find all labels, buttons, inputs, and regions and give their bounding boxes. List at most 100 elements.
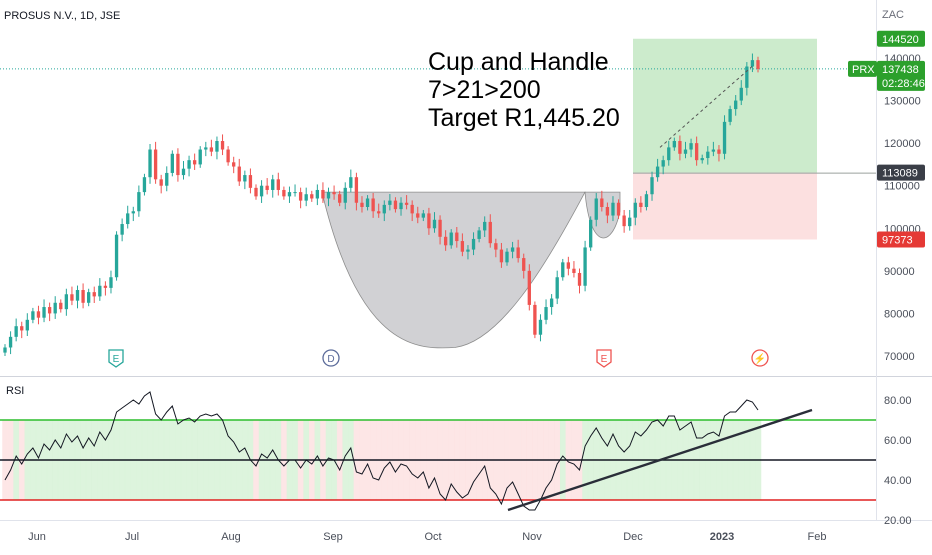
candle-body <box>382 204 386 214</box>
candle-body <box>271 179 275 190</box>
rsi-support-trendline <box>507 408 813 512</box>
time-tick-label: Aug <box>221 531 241 543</box>
position-zones <box>633 38 876 240</box>
entry-badge-bg <box>877 164 925 181</box>
candle-body <box>633 202 637 218</box>
time-tick-label: Jun <box>28 531 46 543</box>
event-marker-label: E <box>601 354 608 365</box>
candle-body <box>53 302 57 314</box>
candle-body <box>443 236 448 246</box>
candle-body <box>265 185 269 190</box>
price-tick-label: 120000 <box>884 138 921 150</box>
candle-body <box>700 158 704 161</box>
candle-body <box>204 147 208 150</box>
candle-body <box>165 172 169 186</box>
candle-body <box>109 277 113 288</box>
candle-body <box>650 177 654 195</box>
candle-body <box>187 160 191 169</box>
rsi-title: RSI <box>6 385 24 397</box>
candle-body <box>499 249 504 263</box>
candle-body <box>427 213 431 229</box>
candle-body <box>449 232 453 246</box>
candle-body <box>131 211 135 214</box>
rsi-series <box>4 391 759 511</box>
countdown-text: 02:28:46 <box>882 78 925 90</box>
candle-body <box>81 290 85 303</box>
candle-body <box>304 194 308 201</box>
candle-body <box>689 143 693 150</box>
candle-body <box>137 192 141 212</box>
candle-body <box>371 198 375 212</box>
candle-body <box>745 66 749 88</box>
candle-body <box>70 294 74 301</box>
candle-body <box>170 153 174 173</box>
rsi-axis[interactable]: 80.00 60.00 40.00 20.00 <box>884 395 912 527</box>
candle-body <box>388 200 392 205</box>
candle-body <box>438 219 442 237</box>
loss-zone <box>633 172 817 240</box>
candle-body <box>153 149 158 180</box>
time-tick-label: 2023 <box>710 531 734 543</box>
price-tick-label: 70000 <box>884 351 915 363</box>
candle-body <box>332 192 336 195</box>
candle-body <box>594 198 598 220</box>
candle-body <box>622 215 626 227</box>
event-marker-label: ⚡ <box>754 352 766 365</box>
candle-body <box>611 202 615 216</box>
candle-body <box>293 192 297 194</box>
candle-body <box>678 141 682 154</box>
candle-body <box>717 149 721 154</box>
candle-body <box>42 307 46 318</box>
candle-body <box>505 251 509 263</box>
cup-shape <box>321 191 586 349</box>
candle-body <box>259 185 264 197</box>
candle-body <box>644 194 649 207</box>
candle-body <box>628 217 632 227</box>
candle-body <box>494 243 498 250</box>
candle-body <box>477 230 481 239</box>
candle-body <box>538 319 543 335</box>
symbol-title[interactable]: PROSUS N.V., 1D, JSE <box>4 10 120 22</box>
candlestick-series <box>3 53 760 356</box>
candle-body <box>734 100 738 110</box>
time-axis[interactable]: Jun Jul Aug Sep Oct Nov Dec 2023 Feb <box>28 531 826 543</box>
candle-body <box>276 179 280 190</box>
dividend-icon: D <box>322 349 340 367</box>
candle-body <box>220 141 225 150</box>
split-icon: ⚡ <box>751 349 769 367</box>
candle-body <box>326 192 331 199</box>
candle-body <box>315 189 320 199</box>
candle-body <box>488 221 492 244</box>
candle-body <box>47 307 52 314</box>
candle-body <box>36 311 41 318</box>
target-badge-bg <box>877 30 925 47</box>
candle-body <box>75 290 80 301</box>
candle-body <box>522 258 526 271</box>
candle-body <box>471 238 476 250</box>
candle-body <box>722 121 727 154</box>
rsi-tick-label: 40.00 <box>884 475 912 487</box>
price-axis[interactable]: 1400001300001200001100001000009000080000… <box>884 53 921 363</box>
candle-body <box>20 326 24 331</box>
candle-body <box>616 202 621 216</box>
candle-body <box>706 151 710 159</box>
candle-body <box>237 166 241 182</box>
candle-body <box>561 262 565 278</box>
candle-body <box>59 302 63 310</box>
candle-body <box>544 307 548 320</box>
candle-body <box>287 192 292 197</box>
dividend-marker-circle <box>322 349 340 367</box>
candle-body <box>483 221 487 231</box>
rsi-tick-label: 20.00 <box>884 515 912 527</box>
candle-body <box>510 247 515 252</box>
candle-body <box>667 147 671 161</box>
candle-body <box>605 207 610 216</box>
last-price-badge-bg <box>877 60 925 91</box>
candle-body <box>64 294 69 310</box>
event-markers: E D E ⚡ <box>108 349 769 368</box>
candle-body <box>572 268 576 273</box>
time-tick-label: Oct <box>424 531 441 543</box>
annotation-line-3: Target R1,445.20 <box>428 104 620 132</box>
